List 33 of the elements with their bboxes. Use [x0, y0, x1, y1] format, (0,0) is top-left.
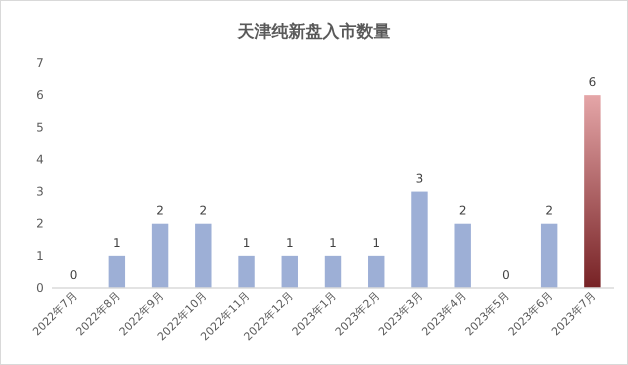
- data-label: 1: [286, 236, 294, 250]
- bar: [195, 224, 212, 288]
- bar: [368, 256, 384, 288]
- y-tick-label: 6: [36, 88, 44, 102]
- data-label: 2: [199, 204, 208, 218]
- bar: [152, 224, 168, 288]
- data-label: 0: [70, 268, 78, 282]
- data-label: 3: [416, 172, 424, 186]
- bar: [282, 256, 298, 288]
- chart-title: 天津纯新盘入市数量: [236, 22, 390, 42]
- data-label: 1: [113, 236, 121, 250]
- bar: [540, 224, 558, 288]
- data-label: 2: [458, 204, 467, 218]
- y-tick-label: 5: [36, 120, 44, 134]
- data-label: 2: [545, 204, 553, 218]
- data-label: 1: [242, 236, 250, 250]
- y-tick-label: 4: [36, 152, 44, 166]
- bar: [411, 192, 428, 288]
- data-label: 1: [372, 236, 380, 250]
- data-label: 6: [588, 75, 596, 90]
- bar: [324, 256, 342, 288]
- bar: [454, 224, 471, 288]
- y-tick-label: 7: [36, 56, 44, 70]
- bar: [108, 256, 126, 288]
- y-tick-label: 0: [36, 281, 44, 295]
- y-tick-label: 2: [36, 216, 44, 231]
- data-label: 2: [156, 204, 164, 218]
- y-tick-label: 3: [36, 184, 44, 199]
- data-label: 0: [502, 268, 510, 282]
- data-label: 1: [329, 236, 337, 250]
- bar: [584, 95, 601, 288]
- y-tick-label: 1: [36, 248, 44, 263]
- bar: [238, 256, 255, 288]
